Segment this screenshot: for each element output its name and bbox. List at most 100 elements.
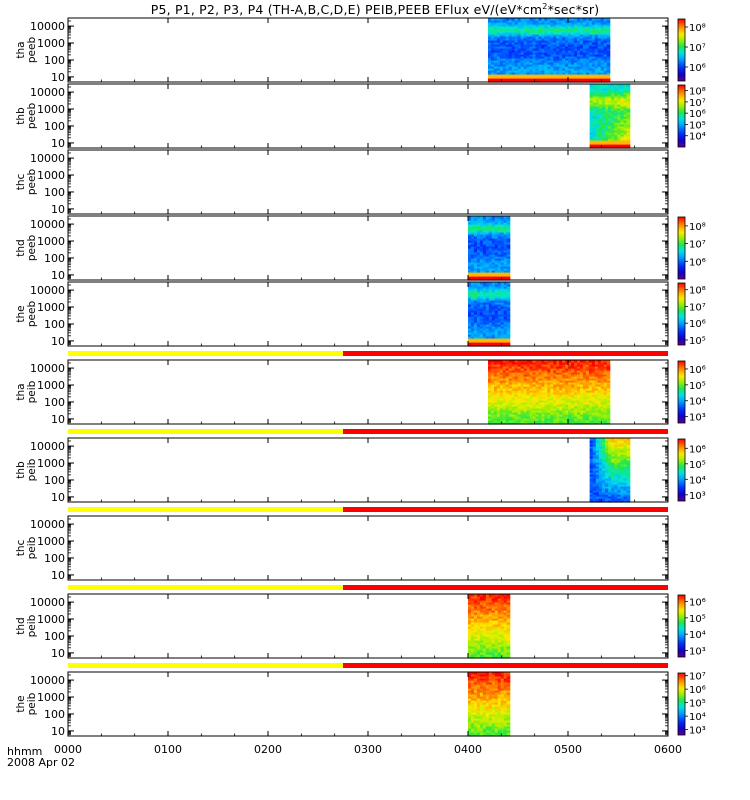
- spectrogram-cell: [535, 30, 540, 33]
- spectrogram-cell: [505, 390, 510, 393]
- spectrogram-cell: [493, 80, 498, 83]
- spectrogram-cell: [623, 106, 628, 109]
- spectrogram-cell: [626, 122, 631, 125]
- spectrogram-interval: [468, 282, 511, 347]
- spectrogram-cell: [494, 310, 499, 313]
- spectrogram-cell: [617, 498, 622, 501]
- spectrogram-cell: [470, 298, 475, 301]
- spectrogram-cell: [600, 66, 605, 69]
- spectrogram-cell: [485, 324, 490, 327]
- spectrogram-cell: [535, 398, 540, 401]
- spectrogram-cell: [514, 60, 519, 63]
- spectrogram-cell: [499, 36, 504, 39]
- spectrogram-cell: [476, 316, 481, 319]
- spectrogram-cell: [494, 318, 499, 321]
- spectrogram-cell: [556, 372, 560, 375]
- spectrogram-cell: [499, 364, 504, 367]
- spectrogram-cell: [591, 28, 596, 31]
- spectrogram-cell: [592, 446, 597, 449]
- spectrogram-cell: [603, 418, 608, 421]
- spectrogram-cell: [499, 386, 504, 389]
- spectrogram-cell: [499, 60, 504, 63]
- spectrogram-cell: [595, 130, 600, 133]
- spectrogram-cell: [598, 488, 603, 491]
- spectrogram-cell: [538, 366, 543, 369]
- spectrogram-cell: [547, 398, 551, 401]
- spectrogram-cell: [600, 40, 605, 43]
- spectrogram-cell: [511, 64, 516, 67]
- spectrogram-cell: [601, 454, 606, 457]
- spectrogram-cell: [597, 380, 602, 383]
- spectrogram-cell: [594, 408, 599, 411]
- spectrogram-cell: [508, 54, 513, 57]
- spectrogram-cell: [589, 100, 594, 103]
- spectrogram-cell: [608, 110, 612, 113]
- spectrogram-cell: [468, 252, 472, 255]
- spectrogram-cell: [476, 218, 481, 221]
- spectrogram-cell: [526, 24, 531, 27]
- spectrogram-cell: [617, 490, 622, 493]
- spectrogram-cell: [544, 366, 548, 369]
- spectrogram-cell: [538, 38, 543, 41]
- spectrogram-cell: [490, 38, 495, 41]
- spectrogram-cell: [473, 276, 478, 279]
- spectrogram-cell: [485, 292, 490, 295]
- spectrogram-cell: [485, 296, 490, 299]
- spectrogram-cell: [517, 44, 522, 47]
- spectrogram-cell: [506, 308, 511, 311]
- spectrogram-cell: [571, 62, 575, 65]
- spectrogram-cell: [603, 30, 608, 33]
- spectrogram-cell: [571, 398, 575, 401]
- spectrogram-cell: [496, 414, 501, 417]
- spectrogram-cell: [529, 364, 534, 367]
- spectrogram-cell: [605, 438, 609, 441]
- spectrogram-cell: [562, 66, 566, 69]
- spectrogram-cell: [505, 58, 510, 61]
- spectrogram-cell: [571, 78, 575, 81]
- spectrogram-cell: [476, 278, 481, 281]
- spectrogram-cell: [500, 244, 505, 247]
- spectrogram-cell: [577, 70, 581, 73]
- spectrogram-cell: [623, 110, 628, 113]
- spectrogram-cell: [606, 22, 611, 25]
- spectrogram-cell: [485, 300, 490, 303]
- spectrogram-cell: [608, 472, 612, 475]
- spectrogram-cell: [589, 94, 594, 97]
- spectrogram-cell: [565, 46, 569, 49]
- spectrogram-cell: [473, 306, 478, 309]
- spectrogram-cell: [544, 24, 548, 27]
- spectrogram-cell: [541, 70, 545, 73]
- spectrogram-cell: [499, 392, 504, 395]
- spectrogram-cell: [473, 244, 478, 247]
- spectrogram-cell: [500, 318, 505, 321]
- spectrogram-cell: [476, 248, 481, 251]
- spectrogram-cell: [562, 68, 566, 71]
- spectrogram-cell: [582, 386, 587, 389]
- spectrogram-cell: [538, 18, 543, 21]
- spectrogram-cell: [601, 448, 606, 451]
- spectrogram-cell: [532, 400, 537, 403]
- spectrogram-cell: [526, 20, 531, 23]
- spectrogram-cell: [538, 40, 543, 43]
- spectrogram-cell: [562, 398, 566, 401]
- spectrogram-cell: [544, 396, 548, 399]
- spectrogram-cell: [514, 50, 519, 53]
- spectrogram-cell: [476, 306, 481, 309]
- spectrogram-cell: [591, 40, 596, 43]
- spectrogram-cell: [577, 414, 581, 417]
- spectrogram-cell: [490, 364, 495, 367]
- spectrogram-cell: [579, 62, 584, 65]
- spectrogram-cell: [562, 374, 566, 377]
- spectrogram-cell: [544, 20, 548, 23]
- spectrogram-cell: [482, 234, 487, 237]
- spectrogram-cell: [588, 30, 593, 33]
- spectrogram-cell: [476, 296, 481, 299]
- spectrogram-cell: [556, 418, 560, 421]
- spectrogram-cell: [529, 384, 534, 387]
- spectrogram-cell: [479, 278, 484, 281]
- spectrogram-cell: [535, 408, 540, 411]
- spectrogram-cell: [499, 76, 504, 79]
- spectrogram-cell: [488, 40, 492, 43]
- spectrogram-cell: [532, 406, 537, 409]
- spectrogram-cell: [550, 386, 554, 389]
